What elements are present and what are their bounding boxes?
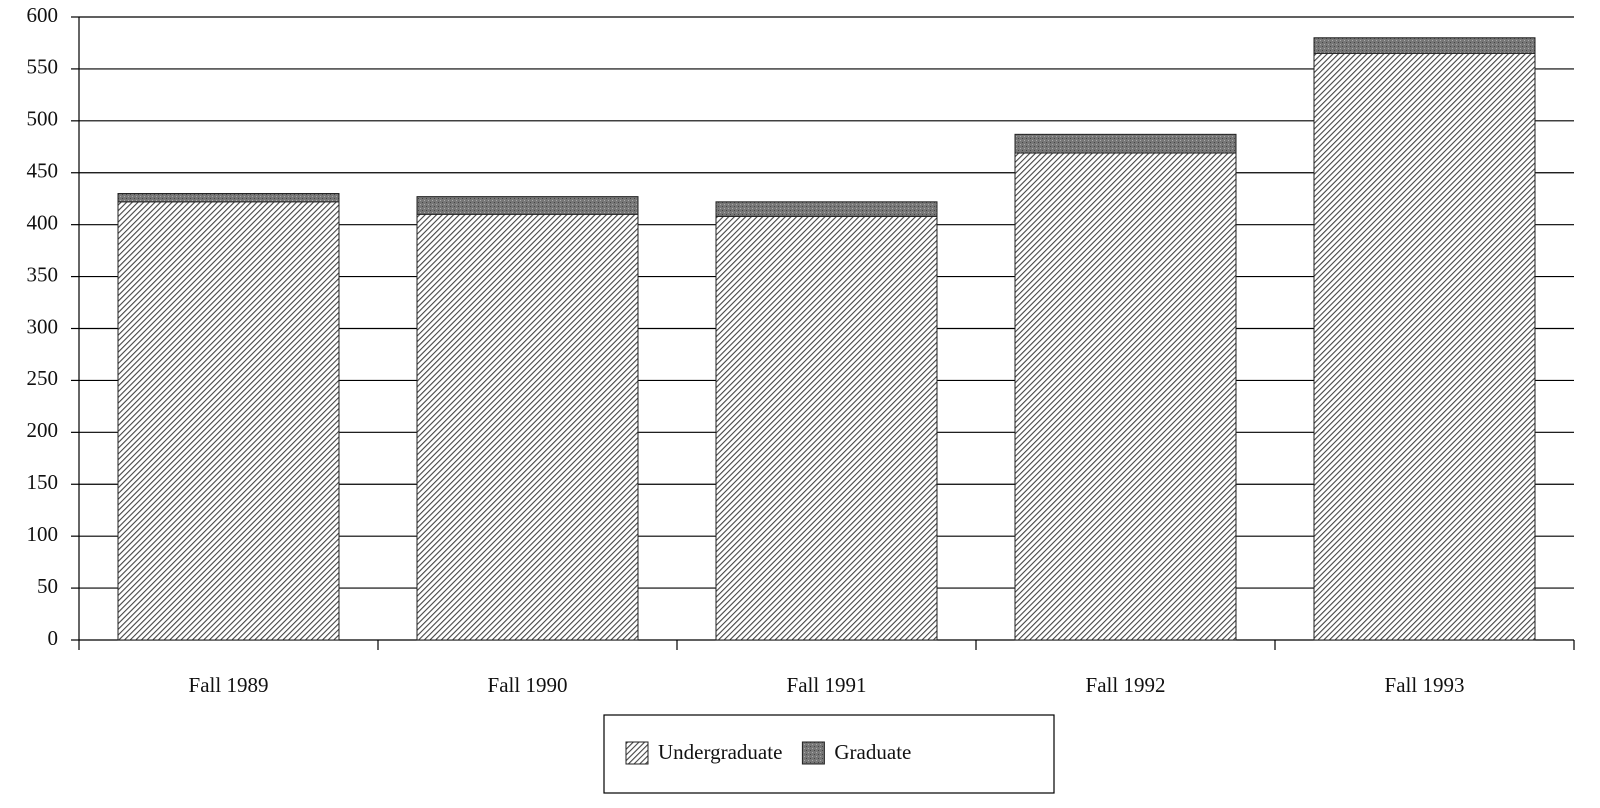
y-tick-label: 450 <box>27 159 59 183</box>
y-tick-label: 100 <box>27 522 59 546</box>
y-tick-label: 550 <box>27 55 59 79</box>
y-tick-label: 250 <box>27 366 59 390</box>
x-tick-label: Fall 1989 <box>189 673 269 697</box>
bar-segment <box>1313 52 1536 641</box>
bar-segment <box>1313 37 1536 54</box>
y-tick-label: 150 <box>27 470 59 494</box>
legend-label: Undergraduate <box>658 740 782 764</box>
y-tick-label: 300 <box>27 314 59 338</box>
bar-segment <box>416 213 639 641</box>
x-tick-label: Fall 1992 <box>1086 673 1166 697</box>
bar-segment <box>117 193 340 203</box>
legend-swatch <box>625 741 649 765</box>
bar-segment <box>416 196 639 215</box>
legend-label: Graduate <box>834 740 911 764</box>
bar-segment <box>1014 152 1237 641</box>
x-tick-label: Fall 1991 <box>787 673 867 697</box>
bar-segment <box>117 201 340 641</box>
y-tick-label: 50 <box>37 574 58 598</box>
bar-segment <box>1014 133 1237 154</box>
bar-segment <box>715 201 938 217</box>
legend-box <box>603 714 1055 794</box>
y-tick-label: 500 <box>27 107 59 131</box>
y-tick-label: 400 <box>27 210 59 234</box>
bar-segment <box>715 215 938 641</box>
x-tick-label: Fall 1993 <box>1385 673 1465 697</box>
y-tick-label: 0 <box>48 626 59 650</box>
y-tick-label: 200 <box>27 418 59 442</box>
legend-swatch <box>801 741 825 765</box>
y-tick-label: 350 <box>27 262 59 286</box>
y-tick-label: 600 <box>27 3 59 27</box>
x-tick-label: Fall 1990 <box>488 673 568 697</box>
